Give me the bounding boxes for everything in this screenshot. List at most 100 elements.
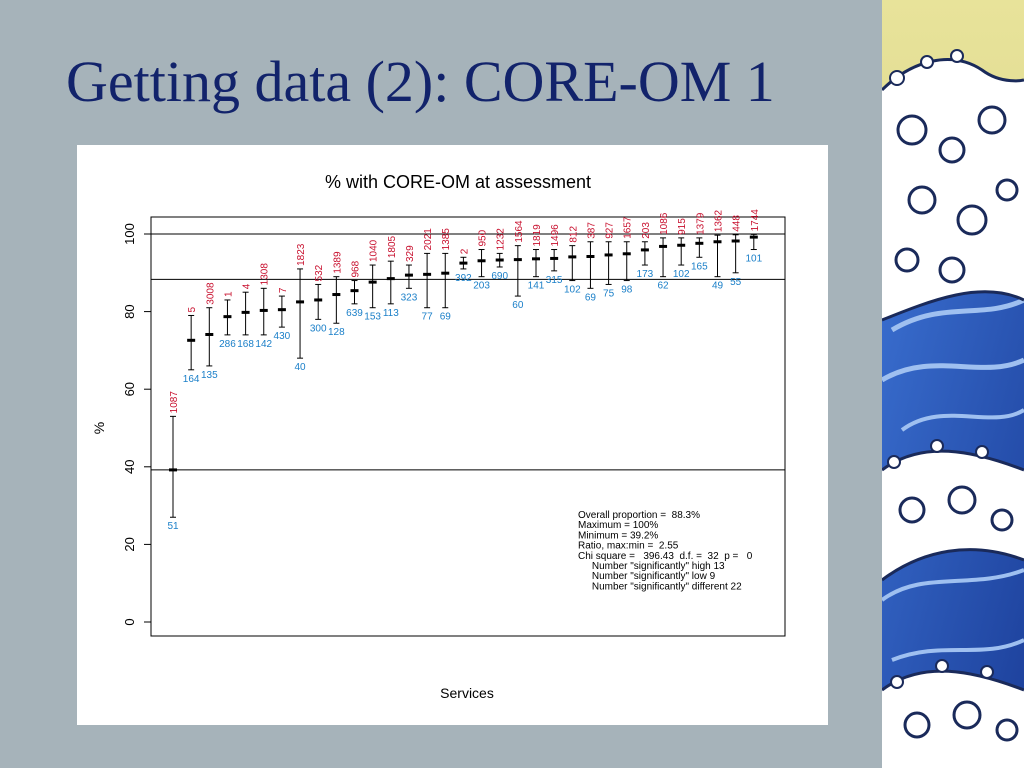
lower-count-label: 639 xyxy=(346,308,363,319)
upper-count-label: 915 xyxy=(677,218,688,235)
stats-line: Overall proportion = 88.3% xyxy=(578,510,700,521)
upper-count-label: 1040 xyxy=(369,239,380,262)
upper-count-label: 1564 xyxy=(514,220,525,243)
data-point xyxy=(640,248,649,252)
stats-line: Number "significantly" high 13 xyxy=(578,561,725,572)
lower-count-label: 165 xyxy=(691,261,708,272)
data-point xyxy=(477,259,486,263)
data-point xyxy=(586,255,595,259)
lower-count-label: 153 xyxy=(364,312,381,323)
y-tick-label: 40 xyxy=(122,460,137,474)
lower-count-label: 300 xyxy=(310,323,327,334)
data-point xyxy=(368,280,377,284)
upper-count-label: 448 xyxy=(732,215,743,232)
upper-count-label: 1496 xyxy=(550,224,561,247)
lower-count-label: 98 xyxy=(621,285,633,296)
data-point xyxy=(169,468,177,472)
y-tick-label: 60 xyxy=(122,382,137,396)
y-tick-label: 100 xyxy=(122,223,137,245)
lower-count-label: 135 xyxy=(201,370,218,381)
lower-count-label: 113 xyxy=(383,308,399,319)
lower-count-label: 690 xyxy=(491,271,508,282)
lower-count-label: 51 xyxy=(167,521,179,532)
upper-count-label: 1385 xyxy=(441,228,452,251)
upper-count-label: 203 xyxy=(641,222,652,239)
upper-count-label: 1389 xyxy=(332,251,343,274)
lower-count-label: 142 xyxy=(255,339,272,350)
upper-count-label: 927 xyxy=(605,222,616,239)
data-point xyxy=(332,293,341,297)
upper-count-label: 1087 xyxy=(169,391,180,414)
y-axis-label: % xyxy=(91,422,107,434)
data-point xyxy=(568,255,577,259)
lower-count-label: 392 xyxy=(455,273,472,284)
upper-count-label: 3008 xyxy=(205,282,216,305)
plot-frame xyxy=(150,216,786,637)
data-point xyxy=(604,253,613,257)
x-axis-label: Services xyxy=(440,685,494,701)
lower-count-label: 315 xyxy=(546,275,563,286)
stats-line: Chi square = 396.43 d.f. = 32 p = 0 xyxy=(578,551,753,562)
upper-count-label: 1657 xyxy=(623,216,634,239)
lower-count-label: 128 xyxy=(328,327,345,338)
lower-count-label: 430 xyxy=(274,331,291,342)
lower-count-label: 62 xyxy=(657,281,669,292)
upper-count-label: 329 xyxy=(405,245,416,262)
data-point xyxy=(731,239,740,243)
lower-count-label: 77 xyxy=(422,312,434,323)
stats-line: Minimum = 39.2% xyxy=(578,530,658,541)
data-point xyxy=(187,338,196,342)
upper-count-label: 1819 xyxy=(532,224,543,247)
data-point xyxy=(513,258,522,262)
data-point xyxy=(495,258,504,262)
data-point xyxy=(659,244,668,248)
lower-count-label: 102 xyxy=(564,285,581,296)
lower-count-label: 323 xyxy=(401,292,418,303)
lower-count-label: 60 xyxy=(512,300,524,311)
data-point xyxy=(749,235,758,239)
y-tick-label: 20 xyxy=(122,537,137,551)
lower-count-label: 55 xyxy=(730,277,742,288)
data-point xyxy=(459,261,468,265)
stats-line: Number "significantly" low 9 xyxy=(578,571,716,582)
upper-count-label: 1379 xyxy=(695,212,706,235)
data-point xyxy=(423,272,432,276)
upper-count-label: 1232 xyxy=(496,228,507,251)
slide-title: Getting data (2): CORE-OM 1 xyxy=(66,49,775,114)
data-point xyxy=(259,308,268,312)
data-point xyxy=(350,289,359,293)
wave-decoration xyxy=(882,0,1024,768)
lower-count-label: 168 xyxy=(237,339,254,350)
lower-count-label: 101 xyxy=(745,254,762,265)
data-point xyxy=(205,332,214,336)
lower-count-label: 164 xyxy=(183,374,200,385)
upper-count-label: 950 xyxy=(478,229,489,246)
data-point xyxy=(532,257,540,261)
upper-count-label: 1823 xyxy=(296,243,307,266)
upper-count-label: 812 xyxy=(568,226,579,243)
chart-panel: % with CORE-OM at assessment Services% 0 20… xyxy=(77,145,828,725)
data-point xyxy=(314,298,323,302)
stats-line: Number "significantly" different 22 xyxy=(578,581,742,592)
data-point xyxy=(677,243,686,247)
upper-count-label: 1086 xyxy=(659,212,670,235)
upper-count-label: 1362 xyxy=(714,209,725,232)
lower-count-label: 141 xyxy=(528,281,545,292)
y-tick-label: 0 xyxy=(122,618,137,625)
upper-count-label: 4 xyxy=(242,283,253,289)
data-point xyxy=(296,300,305,304)
chart-title: % with CORE-OM at assessment xyxy=(325,172,591,192)
upper-count-label: 2 xyxy=(459,248,470,254)
upper-count-label: 2021 xyxy=(423,228,434,251)
upper-count-label: 1308 xyxy=(260,263,271,286)
upper-count-label: 1805 xyxy=(387,235,398,258)
lower-count-label: 40 xyxy=(294,362,306,373)
stats-line: Ratio, max:min = 2.55 xyxy=(578,541,679,552)
upper-count-label: 5 xyxy=(187,306,198,312)
lower-count-label: 69 xyxy=(585,292,597,303)
data-point xyxy=(550,256,559,260)
lower-count-label: 173 xyxy=(637,269,654,280)
lower-count-label: 102 xyxy=(673,269,690,280)
upper-count-label: 968 xyxy=(351,260,362,277)
chart: % with CORE-OM at assessment Services% 0 20… xyxy=(91,172,786,701)
